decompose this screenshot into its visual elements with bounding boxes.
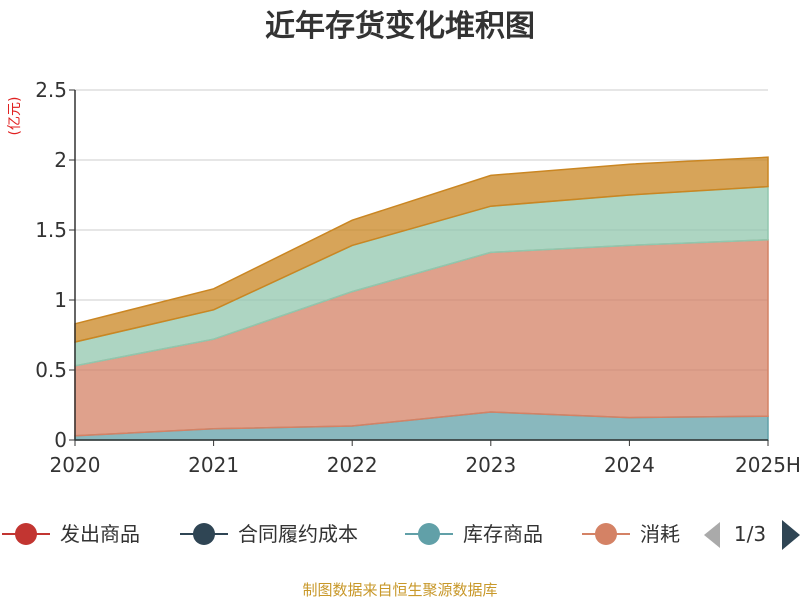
legend: 发出商品 合同履约成本 库存商品 消耗 1/3 bbox=[2, 520, 800, 550]
legend-prev-page-icon[interactable] bbox=[704, 522, 720, 548]
y-tick-label: 0 bbox=[54, 428, 67, 452]
x-tick-label: 2023 bbox=[465, 453, 516, 477]
x-tick-label: 2022 bbox=[327, 453, 378, 477]
x-tick-label: 2025H bbox=[735, 453, 800, 477]
legend-item-4[interactable]: 消耗 bbox=[582, 522, 680, 546]
y-tick-label: 0.5 bbox=[35, 358, 67, 382]
y-axis-unit-label: (亿元) bbox=[7, 97, 23, 136]
data-source-note: 制图数据来自恒生聚源数据库 bbox=[302, 581, 497, 599]
legend-label-1: 发出商品 bbox=[60, 522, 140, 546]
legend-label-3: 库存商品 bbox=[463, 522, 543, 546]
x-axis-ticks: 2020 2021 2022 2023 2024 2025H bbox=[50, 440, 800, 477]
x-tick-label: 2020 bbox=[50, 453, 101, 477]
axes bbox=[74, 90, 768, 441]
legend-label-2: 合同履约成本 bbox=[238, 522, 358, 546]
y-tick-label: 1 bbox=[54, 288, 67, 312]
stacked-areas bbox=[74, 156, 769, 441]
legend-item-2[interactable]: 合同履约成本 bbox=[180, 522, 358, 546]
legend-marker-1 bbox=[15, 523, 37, 545]
y-tick-label: 2.5 bbox=[35, 78, 67, 102]
legend-marker-2 bbox=[193, 523, 215, 545]
legend-item-1[interactable]: 发出商品 bbox=[2, 522, 140, 546]
legend-next-page-icon[interactable] bbox=[782, 520, 800, 550]
x-tick-label: 2021 bbox=[188, 453, 239, 477]
y-tick-label: 2 bbox=[54, 148, 67, 172]
x-tick-label: 2024 bbox=[604, 453, 655, 477]
area-series-4 bbox=[74, 156, 769, 343]
legend-marker-3 bbox=[418, 523, 440, 545]
chart-title: 近年存货变化堆积图 bbox=[265, 9, 535, 44]
legend-item-3[interactable]: 库存商品 bbox=[405, 522, 543, 546]
y-axis-ticks: 0 0.5 1 1.5 2 2.5 bbox=[35, 78, 75, 452]
legend-page-indicator: 1/3 bbox=[734, 522, 766, 546]
legend-marker-4 bbox=[595, 523, 617, 545]
y-tick-label: 1.5 bbox=[35, 218, 67, 242]
legend-label-4: 消耗 bbox=[640, 522, 680, 546]
